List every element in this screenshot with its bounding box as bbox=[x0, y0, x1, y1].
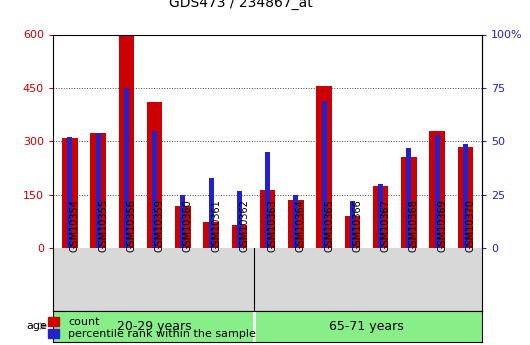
Bar bbox=[401, 157, 417, 248]
Bar bbox=[265, 152, 270, 248]
Bar bbox=[378, 184, 383, 248]
Text: GSM10356: GSM10356 bbox=[127, 199, 136, 252]
Bar bbox=[288, 200, 304, 248]
Text: GSM10364: GSM10364 bbox=[296, 199, 306, 252]
Text: GDS473 / 234867_at: GDS473 / 234867_at bbox=[169, 0, 313, 10]
Bar bbox=[91, 132, 106, 248]
Text: GSM10361: GSM10361 bbox=[211, 199, 221, 252]
Bar bbox=[429, 131, 445, 248]
Bar bbox=[209, 178, 214, 248]
Bar bbox=[293, 195, 298, 248]
Text: 20-29 years: 20-29 years bbox=[117, 319, 192, 333]
Text: age: age bbox=[27, 321, 48, 331]
Bar bbox=[407, 148, 411, 248]
Text: GSM10365: GSM10365 bbox=[324, 199, 334, 252]
Text: GSM10370: GSM10370 bbox=[465, 199, 475, 252]
Text: GSM10354: GSM10354 bbox=[70, 199, 80, 252]
Text: GSM10363: GSM10363 bbox=[268, 199, 278, 252]
Bar bbox=[147, 102, 162, 248]
Bar bbox=[180, 195, 186, 248]
Text: GSM10366: GSM10366 bbox=[352, 199, 363, 252]
Bar bbox=[124, 88, 129, 248]
Text: 65-71 years: 65-71 years bbox=[329, 319, 404, 333]
Text: GSM10359: GSM10359 bbox=[155, 199, 165, 252]
Bar bbox=[175, 206, 191, 248]
Bar bbox=[95, 133, 101, 248]
Text: GSM10367: GSM10367 bbox=[381, 199, 391, 252]
Bar bbox=[62, 138, 78, 248]
Bar bbox=[232, 225, 247, 248]
Bar bbox=[457, 147, 473, 248]
Bar bbox=[204, 221, 219, 248]
Text: GSM10362: GSM10362 bbox=[240, 199, 250, 252]
Bar bbox=[435, 135, 440, 248]
Legend: count, percentile rank within the sample: count, percentile rank within the sample bbox=[48, 317, 256, 339]
Text: GSM10369: GSM10369 bbox=[437, 199, 447, 252]
Bar bbox=[322, 101, 326, 248]
Bar bbox=[350, 201, 355, 248]
Text: GSM10368: GSM10368 bbox=[409, 199, 419, 252]
Bar bbox=[119, 36, 134, 248]
Bar bbox=[316, 86, 332, 248]
Bar bbox=[344, 216, 360, 248]
Bar bbox=[237, 191, 242, 248]
Bar bbox=[67, 137, 73, 248]
Text: GSM10360: GSM10360 bbox=[183, 199, 193, 252]
Text: GSM10355: GSM10355 bbox=[98, 198, 108, 252]
Bar bbox=[463, 144, 468, 248]
Bar bbox=[152, 131, 157, 248]
Bar bbox=[373, 186, 388, 248]
Bar bbox=[260, 189, 276, 248]
